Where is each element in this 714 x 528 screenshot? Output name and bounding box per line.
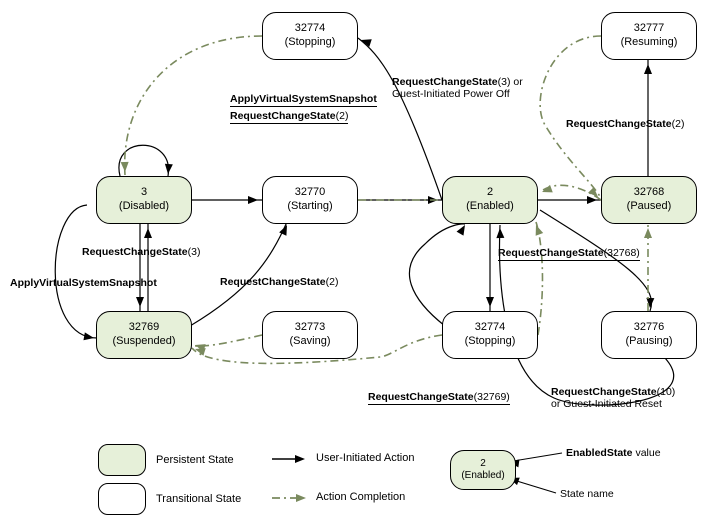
legend-example-node: 2 (Enabled)	[450, 450, 516, 490]
node-code: 32777	[606, 22, 692, 36]
legend-persistent-label: Persistent State	[156, 454, 234, 466]
edge-label-l_rcs2c: RequestChangeState(2)	[566, 118, 684, 130]
arrowhead	[136, 297, 144, 307]
legend-user-action-label: User-Initiated Action	[316, 452, 414, 464]
node-state-name: (Resuming)	[606, 36, 692, 50]
node-stopping2: 32774 (Stopping)	[442, 311, 538, 359]
node-code: 32769	[101, 321, 187, 335]
arrowhead	[496, 228, 504, 238]
node-code: 32773	[267, 321, 353, 335]
node-suspended: 32769 (Suspended)	[96, 311, 192, 359]
edge-label-l_rcs2a: RequestChangeState(2)	[230, 110, 348, 124]
node-starting: 32770 (Starting)	[262, 176, 358, 224]
node-code: 32774	[267, 22, 353, 36]
node-state-name: (Disabled)	[101, 200, 187, 214]
edge-label-l_rcs32769: RequestChangeState(32769)	[368, 391, 510, 405]
arrowhead	[279, 225, 287, 236]
node-state-name: (Paused)	[606, 200, 692, 214]
arrowhead	[542, 185, 553, 193]
node-disabled: 3 (Disabled)	[96, 176, 192, 224]
legend-transitional-label: Transitional State	[156, 493, 241, 505]
node-code: 3	[101, 186, 187, 200]
edge-label-l_rcs32768: RequestChangeState(32768)	[498, 247, 640, 261]
edge-solid-5	[358, 38, 442, 200]
node-state-name: (Stopping)	[447, 335, 533, 349]
legend-completion: Action Completion	[316, 491, 405, 503]
node-code: 32774	[447, 321, 533, 335]
arrowhead	[457, 225, 465, 236]
legend-transitional: Transitional State	[98, 483, 241, 515]
arrowhead	[588, 187, 598, 197]
node-pausing: 32776 (Pausing)	[601, 311, 697, 359]
legend-transitional-swatch	[98, 483, 146, 515]
legend-persistent: Persistent State	[98, 444, 234, 476]
edge-label-l_apply2: ApplyVirtualSystemSnapshot	[10, 277, 157, 289]
edge-dash-3	[540, 36, 601, 198]
node-state-name: (Pausing)	[606, 335, 692, 349]
edge-solid-6	[55, 205, 97, 338]
arrowhead	[536, 225, 544, 236]
arrowhead	[644, 228, 652, 238]
legend-enabledstate: EnabledState value	[566, 447, 661, 459]
node-paused: 32768 (Paused)	[601, 176, 697, 224]
node-state-name: (Suspended)	[101, 335, 187, 349]
node-code: 2	[447, 186, 533, 200]
arrowhead	[486, 297, 494, 307]
node-enabled: 2 (Enabled)	[442, 176, 538, 224]
legend-statename: State name	[560, 488, 614, 500]
legend-completion-label: Action Completion	[316, 491, 405, 503]
legend-user-action: User-Initiated Action	[316, 452, 414, 464]
legend-example-name: (Enabled)	[455, 470, 511, 483]
node-stopping1: 32774 (Stopping)	[262, 12, 358, 60]
arrowhead	[248, 196, 258, 204]
edge-label-l_rcs2b: RequestChangeState(2)	[220, 276, 338, 288]
edge-label-l_rcs3b: RequestChangeState(3) orGuest-Initiated …	[392, 76, 523, 100]
legend-persistent-swatch	[98, 444, 146, 476]
node-code: 32768	[606, 186, 692, 200]
arrowhead	[644, 64, 652, 74]
node-state-name: (Starting)	[267, 200, 353, 214]
node-resuming: 32777 (Resuming)	[601, 12, 697, 60]
edge-dash-7	[536, 222, 542, 335]
node-saving: 32773 (Saving)	[262, 311, 358, 359]
edge-label-l_apply1: ApplyVirtualSystemSnapshot	[230, 93, 377, 107]
arrowhead	[296, 494, 306, 502]
arrowhead	[121, 162, 129, 172]
legend-example-code: 2	[455, 458, 511, 471]
arrowhead	[83, 332, 94, 340]
node-state-name: (Stopping)	[267, 36, 353, 50]
node-state-name: (Saving)	[267, 335, 353, 349]
arrowhead	[295, 455, 305, 463]
edge-label-l_rcs3a: RequestChangeState(3)	[82, 246, 200, 258]
node-code: 32770	[267, 186, 353, 200]
edge-self-loop	[119, 145, 169, 176]
edge-label-l_rcs10: RequestChangeState(10)or Guest-Initiated…	[551, 386, 675, 410]
node-code: 32776	[606, 321, 692, 335]
node-state-name: (Enabled)	[447, 200, 533, 214]
arrowhead	[144, 228, 152, 238]
